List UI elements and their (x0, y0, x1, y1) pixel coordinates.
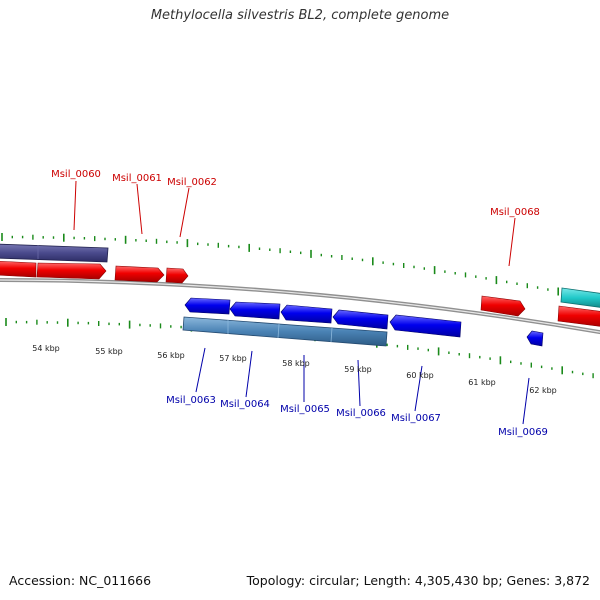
gene-arrow-msil-0064[interactable] (229, 301, 281, 320)
leader-msil-0067 (414, 365, 423, 412)
gene-arrow-msil-0067[interactable] (389, 314, 462, 338)
leader-msil-0066 (357, 359, 361, 407)
gene-arrow-msil-0068[interactable] (480, 295, 526, 317)
gene-label-msil-0063[interactable]: Msil_0063 (166, 395, 216, 406)
gene-arrow-msil-0062b[interactable] (165, 267, 189, 284)
leader-msil-0060 (73, 180, 77, 231)
leader-msil-0061 (136, 183, 143, 235)
genome-backbone-highlight (0, 279, 600, 333)
gene-arrow-msil-0062a[interactable] (114, 265, 165, 283)
gene-label-msil-0062[interactable]: Msil_0062 (167, 177, 217, 188)
gene-label-msil-0064[interactable]: Msil_0064 (220, 399, 270, 410)
gene-arrow-msil-0063[interactable] (184, 297, 231, 315)
scale-label: 59 kbp (344, 365, 372, 374)
scale-label: 62 kbp (529, 386, 557, 395)
gene-label-msil-0061[interactable]: Msil_0061 (112, 173, 162, 184)
gene-label-msil-0067[interactable]: Msil_0067 (391, 413, 441, 424)
gene-arrow-msil-0068b[interactable] (557, 305, 600, 327)
feature-cyan[interactable] (560, 287, 600, 308)
gene-arrow-msil-0061[interactable] (36, 262, 107, 280)
feature-purple[interactable] (0, 243, 109, 263)
gene-label-msil-0066[interactable]: Msil_0066 (336, 408, 386, 419)
gene-label-msil-0065[interactable]: Msil_0065 (280, 404, 330, 415)
feature-steelblue-divider (277, 323, 280, 339)
gene-arrow-msil-0060[interactable] (0, 260, 37, 278)
leader-msil-0064 (245, 350, 253, 398)
scale-label: 55 kbp (95, 347, 123, 356)
feature-steelblue-divider (330, 327, 333, 343)
scale-label: 60 kbp (406, 371, 434, 380)
scale-label: 54 kbp (32, 344, 60, 353)
gene-label-msil-0060[interactable]: Msil_0060 (51, 169, 101, 180)
gene-arrow-msil-0069[interactable] (526, 330, 544, 347)
map-title: Methylocella silvestris BL2, complete ge… (150, 8, 450, 23)
feature-steelblue[interactable] (182, 316, 388, 347)
gene-label-msil-0069[interactable]: Msil_0069 (498, 427, 548, 438)
scale-label: 57 kbp (219, 354, 247, 363)
gene-arrow-msil-0066[interactable] (332, 309, 389, 330)
leader-msil-0062 (179, 187, 190, 238)
scale-label: 58 kbp (282, 359, 310, 368)
accession-text: Accession: NC_011666 (9, 573, 152, 588)
leader-msil-0063 (195, 347, 206, 393)
gene-arrow-msil-0065[interactable] (280, 304, 333, 324)
gene-label-msil-0068[interactable]: Msil_0068 (490, 207, 540, 218)
genome-summary-text: Topology: circular; Length: 4,305,430 bp… (246, 573, 590, 588)
leader-msil-0068 (508, 217, 516, 267)
scale-label: 56 kbp (157, 351, 185, 360)
scale-label: 61 kbp (468, 378, 496, 387)
leader-msil-0069 (522, 377, 530, 425)
